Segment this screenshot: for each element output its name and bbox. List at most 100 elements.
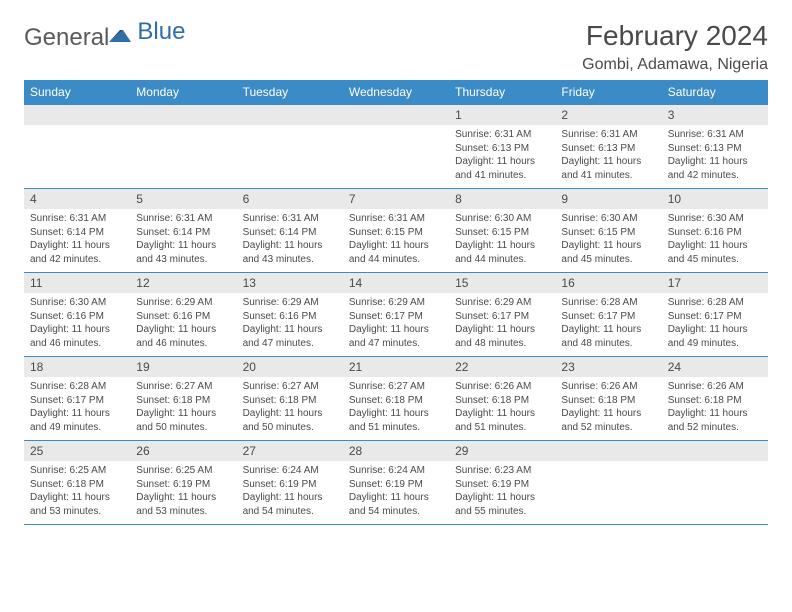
day-details: Sunrise: 6:25 AMSunset: 6:18 PMDaylight:…	[24, 461, 130, 522]
day-number: 9	[555, 189, 661, 209]
sunrise-line: Sunrise: 6:28 AM	[668, 296, 762, 310]
day-number: 18	[24, 357, 130, 377]
day-details: Sunrise: 6:29 AMSunset: 6:16 PMDaylight:…	[130, 293, 236, 354]
day-number: 10	[662, 189, 768, 209]
calendar-cell: 8Sunrise: 6:30 AMSunset: 6:15 PMDaylight…	[449, 189, 555, 273]
calendar-cell: 12Sunrise: 6:29 AMSunset: 6:16 PMDayligh…	[130, 273, 236, 357]
daylight-line: Daylight: 11 hours and 44 minutes.	[349, 239, 443, 266]
daylight-line: Daylight: 11 hours and 53 minutes.	[136, 491, 230, 518]
calendar-cell	[237, 105, 343, 189]
daylight-line: Daylight: 11 hours and 49 minutes.	[30, 407, 124, 434]
daylight-line: Daylight: 11 hours and 42 minutes.	[30, 239, 124, 266]
day-details: Sunrise: 6:26 AMSunset: 6:18 PMDaylight:…	[449, 377, 555, 438]
day-number: 26	[130, 441, 236, 461]
sunrise-line: Sunrise: 6:28 AM	[30, 380, 124, 394]
calendar-cell	[343, 105, 449, 189]
day-details: Sunrise: 6:27 AMSunset: 6:18 PMDaylight:…	[237, 377, 343, 438]
day-details: Sunrise: 6:31 AMSunset: 6:14 PMDaylight:…	[130, 209, 236, 270]
page-header: General Blue February 2024 Gombi, Adamaw…	[24, 20, 768, 74]
calendar-row: 1Sunrise: 6:31 AMSunset: 6:13 PMDaylight…	[24, 105, 768, 189]
day-number: 6	[237, 189, 343, 209]
sunset-line: Sunset: 6:14 PM	[136, 226, 230, 240]
title-block: February 2024 Gombi, Adamawa, Nigeria	[582, 20, 768, 74]
daylight-line: Daylight: 11 hours and 41 minutes.	[455, 155, 549, 182]
daylight-line: Daylight: 11 hours and 52 minutes.	[561, 407, 655, 434]
calendar-cell	[130, 105, 236, 189]
calendar-table: Sunday Monday Tuesday Wednesday Thursday…	[24, 80, 768, 525]
calendar-cell: 3Sunrise: 6:31 AMSunset: 6:13 PMDaylight…	[662, 105, 768, 189]
day-number: 4	[24, 189, 130, 209]
daylight-line: Daylight: 11 hours and 51 minutes.	[455, 407, 549, 434]
sunset-line: Sunset: 6:17 PM	[30, 394, 124, 408]
day-number: 25	[24, 441, 130, 461]
logo-text: General	[24, 20, 135, 52]
day-number: 27	[237, 441, 343, 461]
day-number: 24	[662, 357, 768, 377]
day-number: 14	[343, 273, 449, 293]
day-details: Sunrise: 6:31 AMSunset: 6:13 PMDaylight:…	[662, 125, 768, 186]
sunrise-line: Sunrise: 6:31 AM	[561, 128, 655, 142]
day-details: Sunrise: 6:27 AMSunset: 6:18 PMDaylight:…	[343, 377, 449, 438]
day-details: Sunrise: 6:28 AMSunset: 6:17 PMDaylight:…	[662, 293, 768, 354]
sunset-line: Sunset: 6:19 PM	[455, 478, 549, 492]
daylight-line: Daylight: 11 hours and 46 minutes.	[136, 323, 230, 350]
calendar-row: 25Sunrise: 6:25 AMSunset: 6:18 PMDayligh…	[24, 441, 768, 525]
day-number: 19	[130, 357, 236, 377]
calendar-cell: 28Sunrise: 6:24 AMSunset: 6:19 PMDayligh…	[343, 441, 449, 525]
sunset-line: Sunset: 6:15 PM	[561, 226, 655, 240]
daylight-line: Daylight: 11 hours and 47 minutes.	[349, 323, 443, 350]
day-details: Sunrise: 6:29 AMSunset: 6:16 PMDaylight:…	[237, 293, 343, 354]
weekday-header: Sunday	[24, 80, 130, 105]
calendar-cell	[555, 441, 661, 525]
calendar-body: 1Sunrise: 6:31 AMSunset: 6:13 PMDaylight…	[24, 105, 768, 525]
weekday-header: Friday	[555, 80, 661, 105]
day-number: 29	[449, 441, 555, 461]
weekday-header: Saturday	[662, 80, 768, 105]
sunset-line: Sunset: 6:18 PM	[349, 394, 443, 408]
sunrise-line: Sunrise: 6:26 AM	[455, 380, 549, 394]
sunrise-line: Sunrise: 6:31 AM	[243, 212, 337, 226]
day-details: Sunrise: 6:28 AMSunset: 6:17 PMDaylight:…	[555, 293, 661, 354]
sunset-line: Sunset: 6:17 PM	[561, 310, 655, 324]
sunset-line: Sunset: 6:18 PM	[136, 394, 230, 408]
location-subtitle: Gombi, Adamawa, Nigeria	[582, 56, 768, 74]
day-number: 17	[662, 273, 768, 293]
day-details: Sunrise: 6:27 AMSunset: 6:18 PMDaylight:…	[130, 377, 236, 438]
calendar-cell: 19Sunrise: 6:27 AMSunset: 6:18 PMDayligh…	[130, 357, 236, 441]
calendar-cell: 13Sunrise: 6:29 AMSunset: 6:16 PMDayligh…	[237, 273, 343, 357]
sunset-line: Sunset: 6:17 PM	[668, 310, 762, 324]
day-number-empty	[343, 105, 449, 125]
sunset-line: Sunset: 6:17 PM	[455, 310, 549, 324]
weekday-header: Wednesday	[343, 80, 449, 105]
sunrise-line: Sunrise: 6:25 AM	[30, 464, 124, 478]
calendar-cell: 26Sunrise: 6:25 AMSunset: 6:19 PMDayligh…	[130, 441, 236, 525]
calendar-cell: 23Sunrise: 6:26 AMSunset: 6:18 PMDayligh…	[555, 357, 661, 441]
day-details: Sunrise: 6:30 AMSunset: 6:15 PMDaylight:…	[449, 209, 555, 270]
sunset-line: Sunset: 6:14 PM	[30, 226, 124, 240]
sunset-line: Sunset: 6:18 PM	[561, 394, 655, 408]
sunset-line: Sunset: 6:13 PM	[561, 142, 655, 156]
sunset-line: Sunset: 6:19 PM	[136, 478, 230, 492]
logo-icon	[109, 24, 135, 52]
calendar-cell: 14Sunrise: 6:29 AMSunset: 6:17 PMDayligh…	[343, 273, 449, 357]
day-number: 11	[24, 273, 130, 293]
daylight-line: Daylight: 11 hours and 50 minutes.	[243, 407, 337, 434]
sunset-line: Sunset: 6:15 PM	[349, 226, 443, 240]
sunrise-line: Sunrise: 6:30 AM	[455, 212, 549, 226]
weekday-header: Thursday	[449, 80, 555, 105]
sunrise-line: Sunrise: 6:29 AM	[455, 296, 549, 310]
sunrise-line: Sunrise: 6:27 AM	[243, 380, 337, 394]
day-number-empty	[662, 441, 768, 461]
calendar-row: 18Sunrise: 6:28 AMSunset: 6:17 PMDayligh…	[24, 357, 768, 441]
day-details: Sunrise: 6:29 AMSunset: 6:17 PMDaylight:…	[343, 293, 449, 354]
day-details: Sunrise: 6:24 AMSunset: 6:19 PMDaylight:…	[237, 461, 343, 522]
sunset-line: Sunset: 6:19 PM	[243, 478, 337, 492]
calendar-cell: 25Sunrise: 6:25 AMSunset: 6:18 PMDayligh…	[24, 441, 130, 525]
weekday-header: Monday	[130, 80, 236, 105]
sunrise-line: Sunrise: 6:31 AM	[136, 212, 230, 226]
daylight-line: Daylight: 11 hours and 47 minutes.	[243, 323, 337, 350]
sunset-line: Sunset: 6:16 PM	[668, 226, 762, 240]
day-number-empty	[24, 105, 130, 125]
sunrise-line: Sunrise: 6:31 AM	[30, 212, 124, 226]
calendar-cell	[662, 441, 768, 525]
